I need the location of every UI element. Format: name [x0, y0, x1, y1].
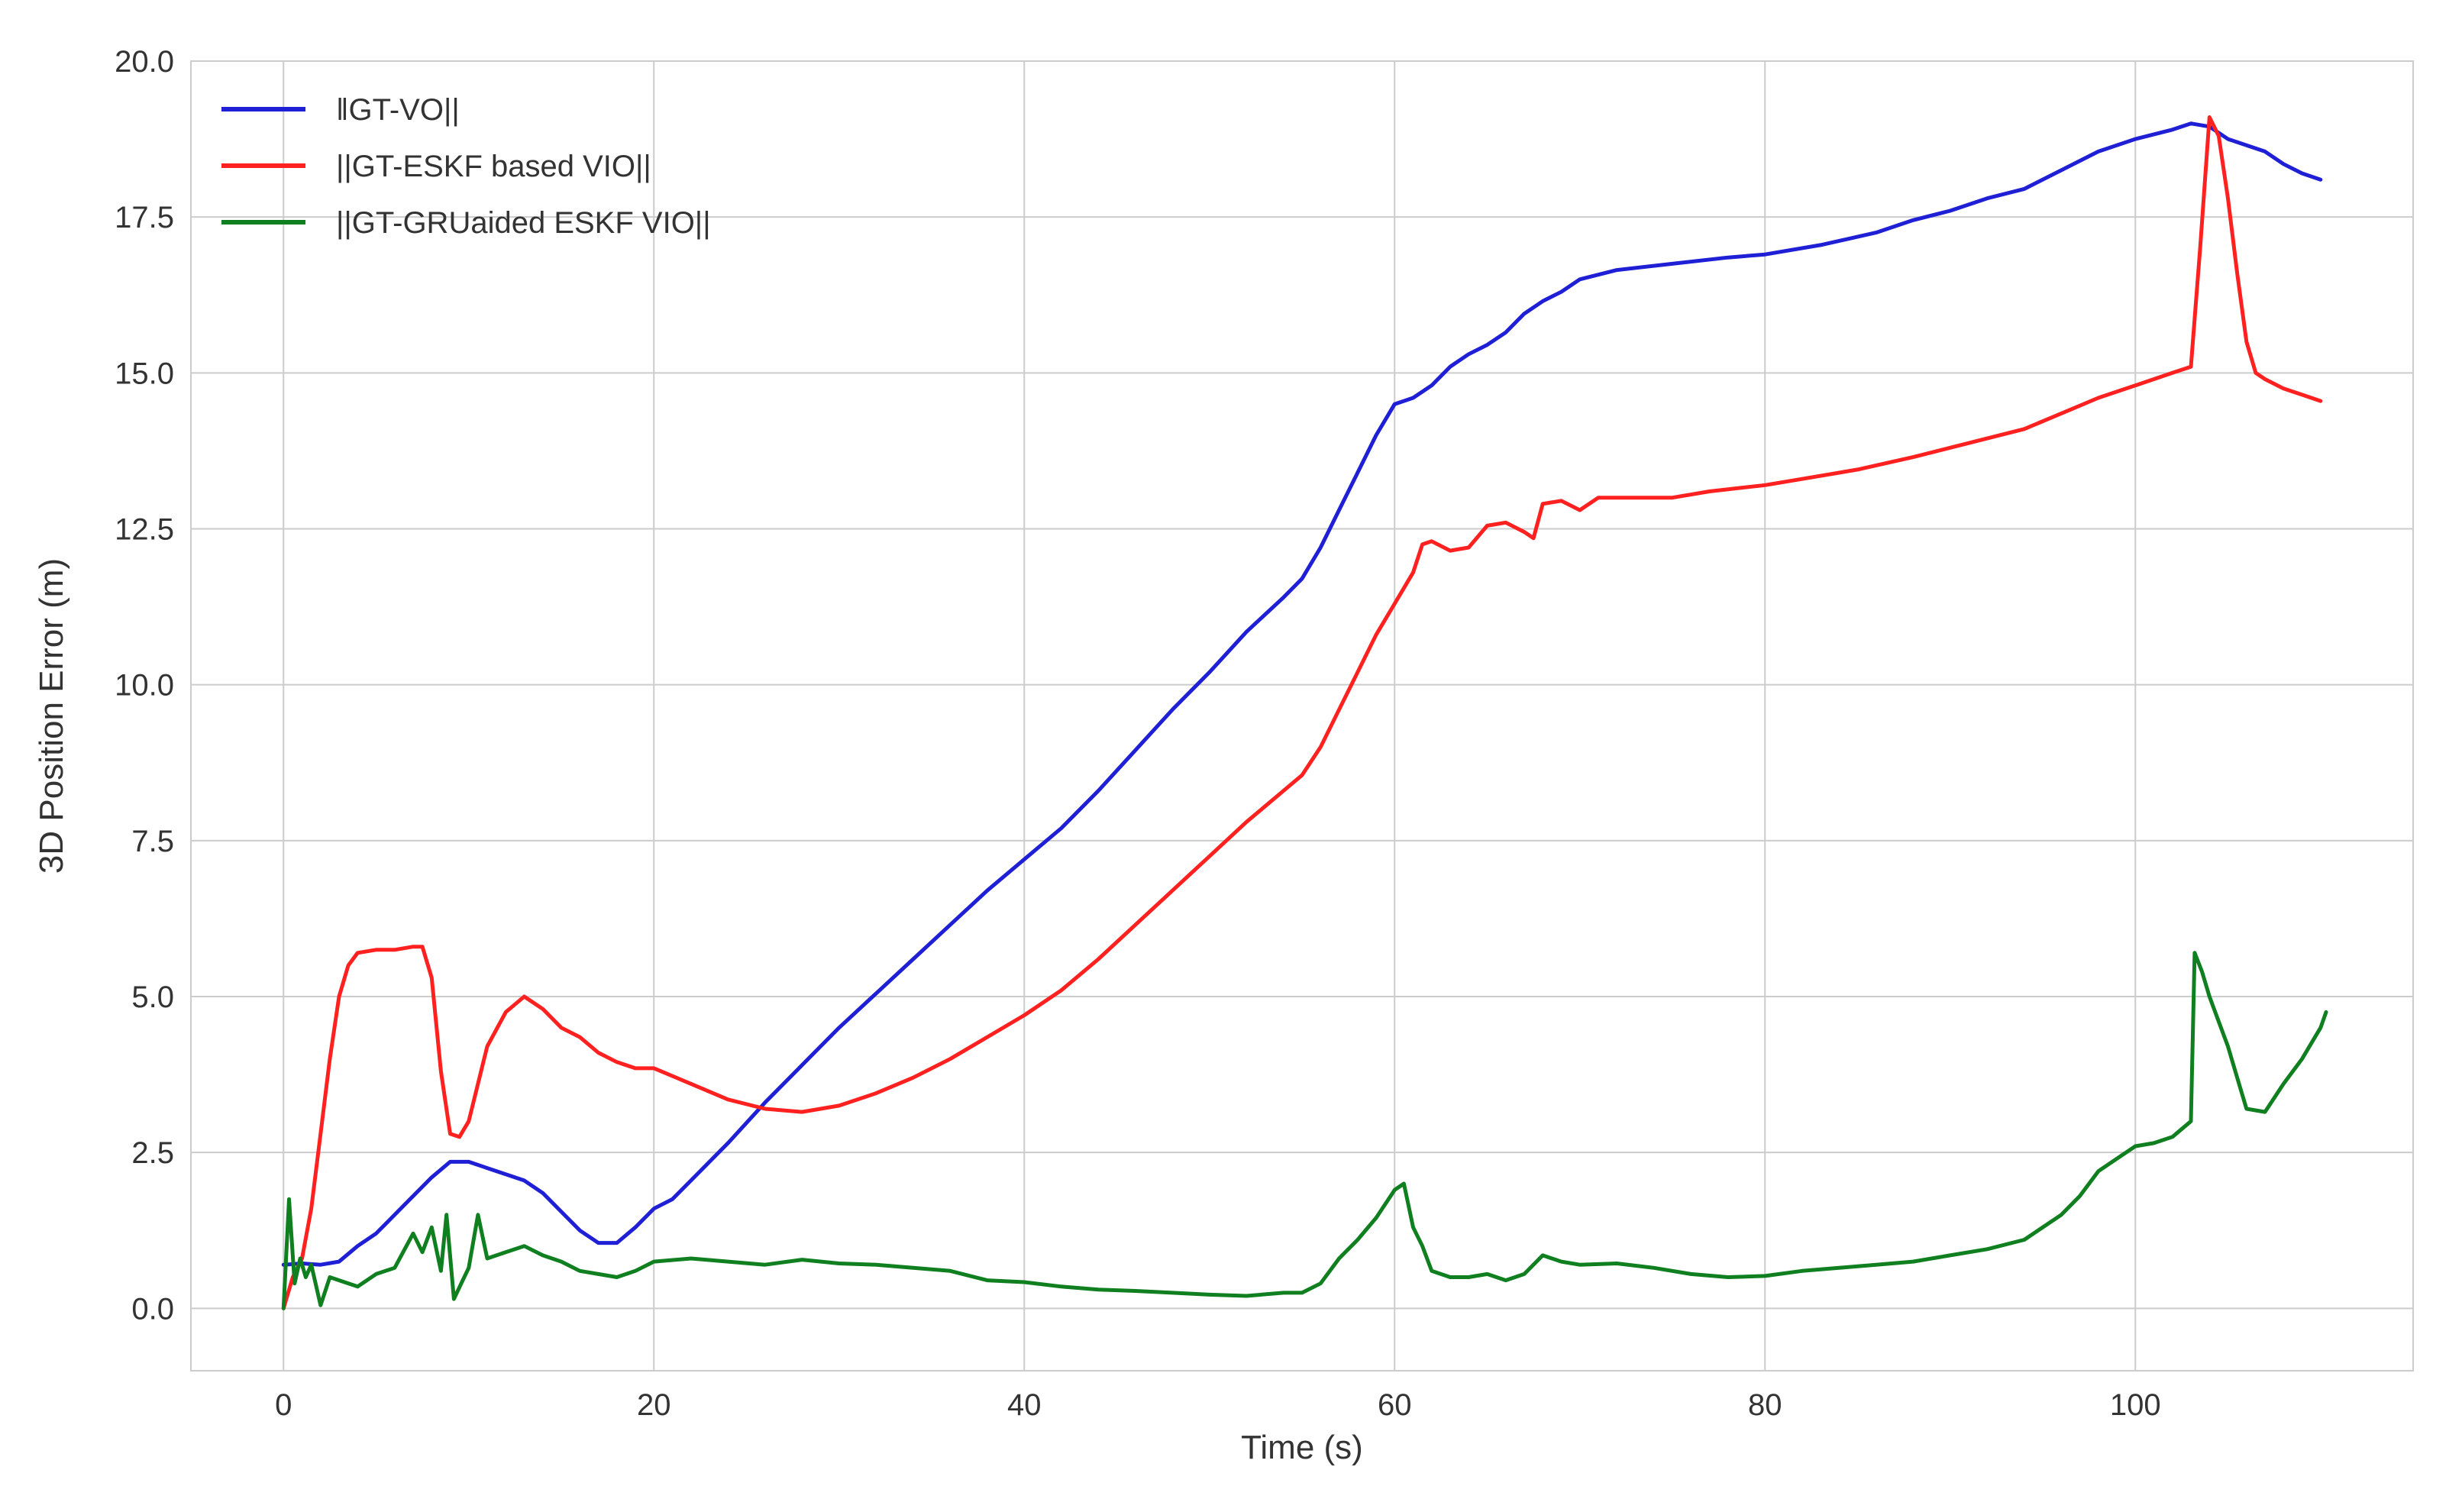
y-tick-label: 20.0 — [115, 45, 174, 79]
y-tick-label: 7.5 — [131, 825, 174, 858]
series-line-2 — [281, 115, 2323, 1310]
legend-label: ||GT-GRUaided ESKF VIO|| — [336, 206, 711, 240]
y-tick-label: 2.5 — [131, 1136, 174, 1170]
y-tick-label: 15.0 — [115, 357, 174, 390]
series-line-3 — [281, 951, 2328, 1310]
y-tick-label: 12.5 — [115, 513, 174, 547]
legend-label: ||GT-ESKF based VIO|| — [336, 150, 651, 183]
x-tick-label: 20 — [637, 1388, 671, 1422]
legend-label: ‖GT-VO|| — [336, 93, 460, 127]
series-lines — [281, 115, 2328, 1310]
x-tick-label: 0 — [275, 1388, 292, 1422]
x-axis-ticks: 0 20 40 60 80 100 — [275, 1388, 2161, 1422]
y-tick-label: 17.5 — [115, 201, 174, 234]
x-axis-label: Time (s) — [1241, 1429, 1363, 1466]
y-tick-label: 10.0 — [115, 669, 174, 703]
y-tick-label: 0.0 — [131, 1292, 174, 1326]
plot-area-frame — [190, 60, 2414, 1371]
x-tick-label: 40 — [1007, 1388, 1042, 1422]
y-axis-ticks: 0.0 2.5 5.0 7.5 10.0 12.5 15.0 17.5 20.0 — [115, 45, 174, 1326]
x-tick-label: 60 — [1378, 1388, 1412, 1422]
series-line-1 — [281, 121, 2323, 1267]
x-tick-label: 80 — [1748, 1388, 1782, 1422]
legend: ‖GT-VO|| ||GT-ESKF based VIO|| ||GT-GRUaid… — [221, 93, 711, 240]
x-tick-label: 100 — [2110, 1388, 2161, 1422]
y-axis-label: 3D Position Error (m) — [33, 558, 70, 874]
y-tick-label: 5.0 — [131, 981, 174, 1014]
